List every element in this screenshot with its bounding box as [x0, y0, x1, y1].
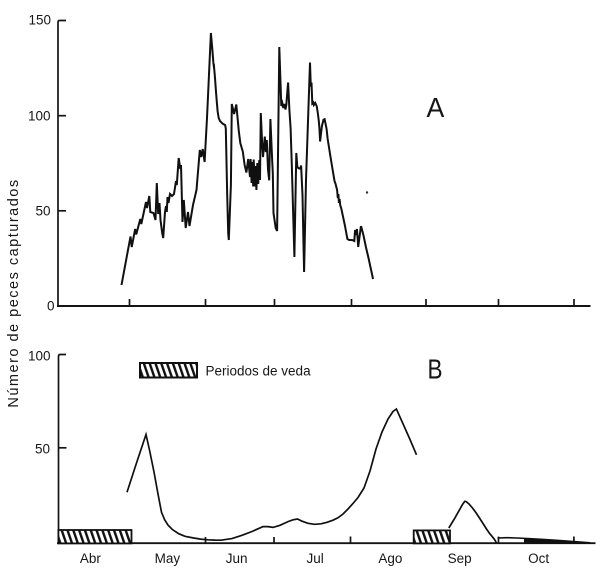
svg-text:Jul: Jul [306, 551, 323, 566]
svg-text:Sep: Sep [448, 551, 472, 566]
svg-text:Ago: Ago [378, 551, 402, 566]
svg-text:150: 150 [28, 13, 51, 28]
svg-text:A: A [427, 92, 445, 123]
svg-text:Oct: Oct [528, 551, 549, 566]
svg-text:B: B [428, 354, 443, 385]
svg-text:0: 0 [47, 299, 55, 314]
svg-text:50: 50 [35, 204, 50, 219]
svg-text:50: 50 [35, 442, 50, 457]
svg-text:May: May [155, 551, 181, 566]
svg-text:Abr: Abr [80, 551, 102, 566]
svg-text:Periodos de veda: Periodos de veda [206, 364, 312, 379]
svg-text:100: 100 [28, 349, 51, 364]
svg-text:Número de peces capturados: Número de peces capturados [6, 178, 22, 407]
svg-text:100: 100 [28, 109, 51, 124]
svg-text:Jun: Jun [226, 551, 248, 566]
